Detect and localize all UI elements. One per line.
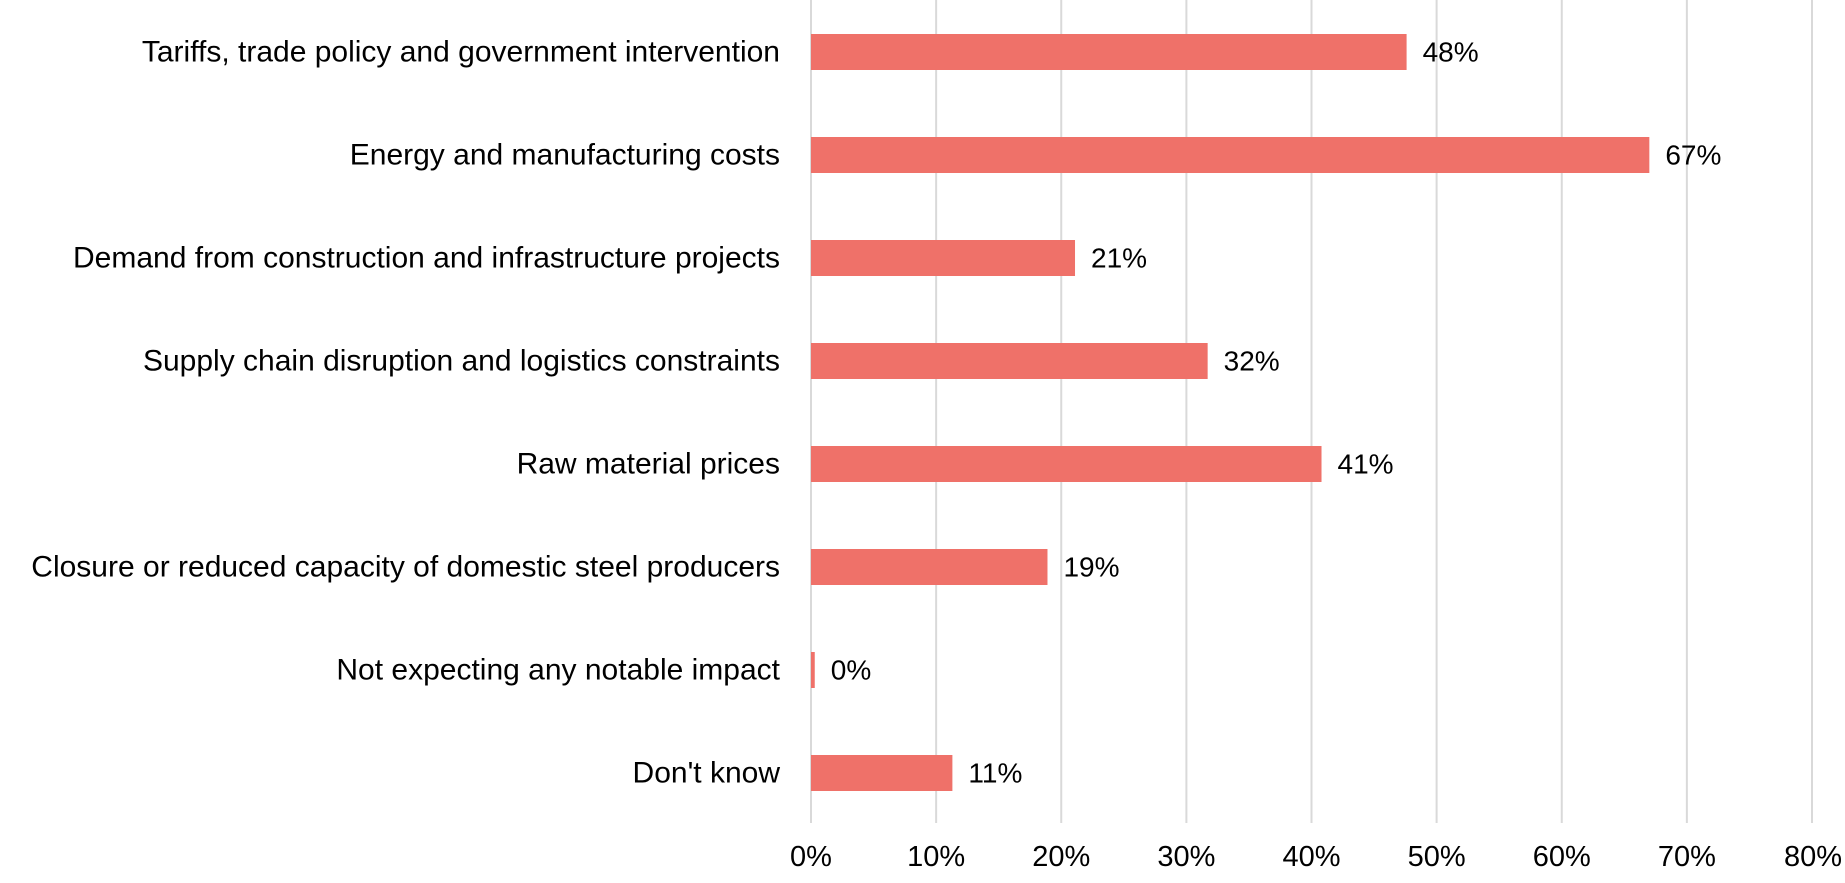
- x-tick-label-40: 40%: [1282, 841, 1340, 873]
- category-label-5: Raw material prices: [517, 448, 780, 481]
- x-tick-label-60: 60%: [1533, 841, 1591, 873]
- bar-8: [811, 755, 953, 791]
- x-tick-label-20: 20%: [1032, 841, 1090, 873]
- x-tick-label-10: 10%: [907, 841, 965, 873]
- data-label-5: 41%: [1338, 449, 1394, 480]
- bar-1: [811, 34, 1407, 70]
- data-label-7: 0%: [831, 655, 871, 686]
- data-label-4: 32%: [1224, 346, 1280, 377]
- category-label-1: Tariffs, trade policy and government int…: [142, 36, 780, 69]
- bar-6: [811, 549, 1048, 585]
- x-axis-tick-labels: 0% 10% 20% 30% 40% 50% 60% 70% 80%: [790, 841, 1842, 873]
- category-label-8: Don't know: [633, 757, 781, 790]
- bars: [811, 34, 1650, 791]
- bar-2: [811, 137, 1650, 173]
- x-tick-label-50: 50%: [1408, 841, 1466, 873]
- gridlines: [810, 0, 1813, 823]
- category-labels: Tariffs, trade policy and government int…: [31, 36, 780, 790]
- data-labels: 48% 67% 21% 32% 41% 19% 0% 11%: [831, 37, 1722, 789]
- x-tick-label-0: 0%: [790, 841, 832, 873]
- bar-7: [811, 652, 815, 688]
- data-label-1: 48%: [1423, 37, 1479, 68]
- bar-5: [811, 446, 1322, 482]
- bar-4: [811, 343, 1208, 379]
- data-label-8: 11%: [968, 758, 1022, 789]
- x-tick-label-70: 70%: [1658, 841, 1716, 873]
- data-label-3: 21%: [1091, 243, 1147, 274]
- data-label-6: 19%: [1063, 552, 1119, 583]
- category-label-7: Not expecting any notable impact: [336, 654, 780, 687]
- category-label-3: Demand from construction and infrastruct…: [73, 242, 780, 275]
- category-label-4: Supply chain disruption and logistics co…: [143, 345, 780, 378]
- category-label-6: Closure or reduced capacity of domestic …: [31, 551, 780, 584]
- data-label-2: 67%: [1665, 140, 1721, 171]
- x-tick-label-30: 30%: [1157, 841, 1215, 873]
- category-label-2: Energy and manufacturing costs: [350, 139, 780, 172]
- bar-3: [811, 240, 1076, 276]
- x-tick-label-80: 80%: [1784, 841, 1842, 873]
